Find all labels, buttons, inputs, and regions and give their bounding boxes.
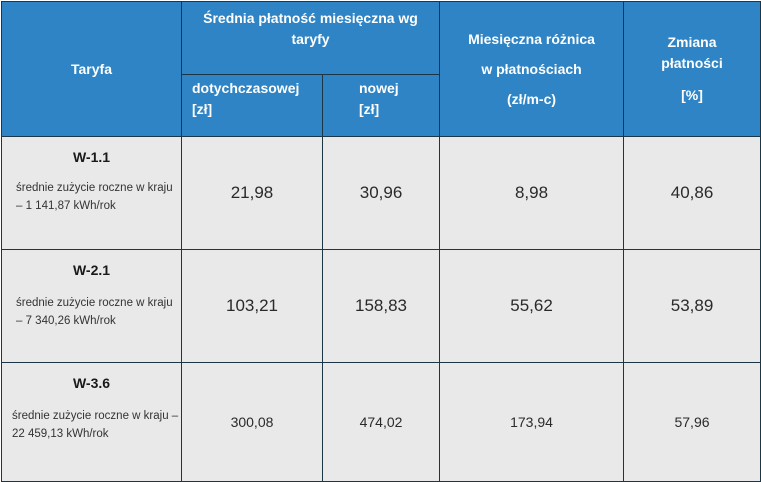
header-previous: dotychczasowej [zł]: [181, 74, 323, 137]
header-change: Zmiana płatności [%]: [623, 1, 761, 137]
header-difference-line1: Miesięczna różnica: [468, 31, 595, 47]
tariff-note: średnie zużycie roczne w kraju – 22 459,…: [12, 410, 179, 440]
tariff-name: W-2.1: [72, 262, 111, 278]
tariff-cell: W-2.1 średnie zużycie roczne w kraju – 7…: [1, 249, 182, 363]
tariff-note: średnie zużycie roczne w kraju – 1 141,8…: [16, 182, 173, 212]
header-change-unit: [%]: [681, 87, 703, 103]
table-row: W-1.1 średnie zużycie roczne w kraju – 1…: [1, 136, 761, 250]
previous-payment-cell: 21,98: [181, 136, 323, 250]
header-difference-unit: (zł/m-c): [507, 91, 557, 107]
header-new: nowej [zł]: [321, 74, 441, 137]
table-row: W-2.1 średnie zużycie roczne w kraju – 7…: [1, 249, 761, 363]
header-tariff: Taryfa: [1, 1, 182, 137]
header-difference-line2: w płatnościach: [481, 61, 582, 77]
difference-cell: 173,94: [439, 362, 625, 482]
new-payment-cell: 158,83: [321, 249, 441, 363]
header-change-line2: płatności: [661, 55, 723, 71]
header-change-line1: Zmiana: [667, 34, 717, 50]
change-cell: 57,96: [623, 362, 761, 482]
previous-payment-cell: 103,21: [181, 249, 323, 363]
header-difference: Miesięczna różnica w płatnościach (zł/m-…: [439, 1, 625, 137]
tariff-cell: W-3.6 średnie zużycie roczne w kraju – 2…: [1, 362, 182, 482]
header-avg-payment: Średnia płatność miesięczna wg taryfy: [180, 1, 441, 75]
table-row: W-3.6 średnie zużycie roczne w kraju – 2…: [1, 362, 761, 482]
new-payment-cell: 30,96: [321, 136, 441, 250]
change-cell: 40,86: [623, 136, 761, 250]
difference-cell: 55,62: [439, 249, 625, 363]
tariff-cell: W-1.1 średnie zużycie roczne w kraju – 1…: [1, 136, 182, 250]
previous-payment-cell: 300,08: [181, 362, 323, 482]
new-payment-cell: 474,02: [321, 362, 441, 482]
tariff-name: W-3.6: [72, 375, 111, 391]
tariff-note: średnie zużycie roczne w kraju – 7 340,2…: [16, 297, 173, 327]
change-cell: 53,89: [623, 249, 761, 363]
tariff-name: W-1.1: [72, 149, 111, 165]
difference-cell: 8,98: [439, 136, 625, 250]
